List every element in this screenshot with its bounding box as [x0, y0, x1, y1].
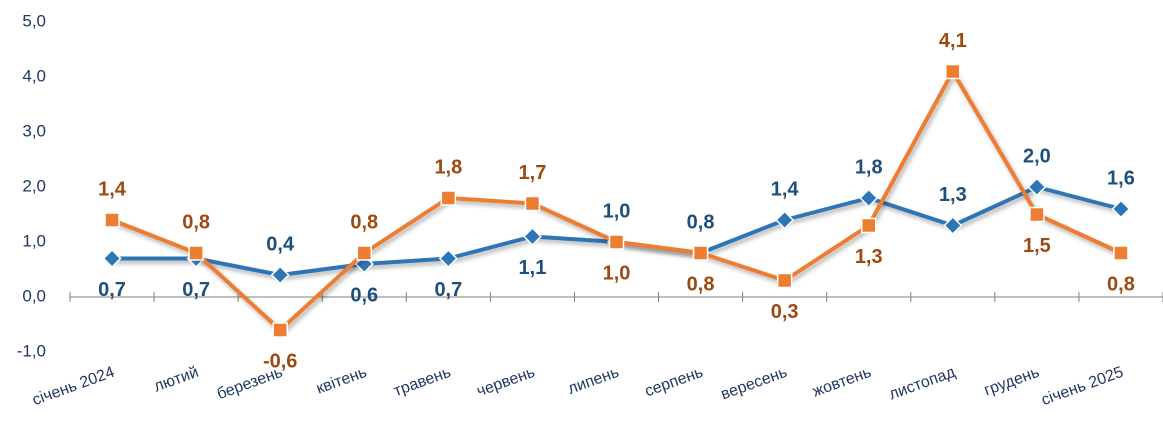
- x-tick-label: жовтень: [810, 364, 873, 401]
- data-label: 0,6: [350, 284, 378, 306]
- data-label: 1,5: [1023, 235, 1051, 257]
- data-label: 1,3: [939, 184, 967, 206]
- data-label: 0,8: [1107, 273, 1135, 295]
- data-label: 0,8: [350, 211, 378, 233]
- marker: [692, 245, 709, 261]
- marker: [859, 188, 879, 208]
- y-tick-label: 2,0: [22, 176, 46, 195]
- data-label: 0,8: [687, 211, 715, 233]
- data-label: 1,0: [603, 200, 631, 222]
- data-label: 1,4: [98, 178, 127, 200]
- marker: [270, 265, 290, 285]
- data-label: 1,3: [855, 246, 883, 268]
- marker: [104, 212, 120, 228]
- data-label: 0,4: [266, 233, 295, 255]
- data-label: 0,7: [182, 279, 210, 301]
- marker: [608, 234, 625, 250]
- data-label: 1,6: [1107, 167, 1135, 189]
- data-label: 1,4: [771, 178, 800, 200]
- y-tick-label: 3,0: [22, 121, 46, 140]
- x-tick-label: серпень: [643, 364, 706, 401]
- x-tick-label: липень: [566, 364, 622, 398]
- data-label: -0,6: [263, 350, 297, 372]
- marker: [1029, 206, 1045, 223]
- marker: [945, 63, 961, 80]
- x-tick-label: січень 2025: [1039, 364, 1126, 409]
- marker: [943, 215, 963, 236]
- x-tick-label: червень: [475, 364, 538, 401]
- data-label: 0,8: [182, 211, 210, 233]
- data-label: 4,1: [939, 30, 967, 52]
- marker: [438, 248, 458, 269]
- marker: [1027, 177, 1047, 197]
- data-label: 0,7: [434, 279, 462, 301]
- data-label: 1,1: [519, 257, 547, 279]
- marker: [1111, 199, 1131, 219]
- y-tick-label: 0,0: [22, 286, 46, 305]
- marker: [775, 210, 795, 230]
- x-tick-label: травень: [391, 364, 453, 400]
- marker: [440, 190, 457, 206]
- y-tick-label: 4,0: [22, 66, 46, 85]
- marker: [524, 195, 541, 212]
- data-label: 2,0: [1023, 145, 1051, 167]
- data-label: 1,0: [603, 262, 631, 284]
- marker: [188, 245, 204, 261]
- marker: [860, 217, 877, 234]
- x-tick-label: грудень: [982, 364, 1042, 400]
- data-label: 1,8: [434, 156, 462, 178]
- x-tick-label: квітень: [314, 364, 369, 398]
- marker: [102, 248, 122, 269]
- marker: [1113, 245, 1129, 261]
- x-tick-label: листопад: [887, 364, 958, 404]
- data-label: 1,7: [519, 162, 547, 184]
- data-label: 0,8: [687, 273, 715, 295]
- marker: [272, 322, 288, 338]
- y-tick-label: -1,0: [17, 341, 46, 360]
- data-label: 0,3: [771, 301, 799, 323]
- marker: [356, 245, 373, 261]
- y-tick-label: 1,0: [22, 231, 46, 250]
- marker: [776, 272, 793, 289]
- data-label: 0,7: [98, 279, 126, 301]
- x-tick-label: січень 2024: [30, 364, 117, 409]
- data-label: 1,8: [855, 156, 883, 178]
- x-tick-label: вересень: [719, 364, 790, 404]
- marker: [522, 226, 542, 247]
- x-tick-label: лютий: [152, 364, 201, 396]
- y-tick-label: 5,0: [22, 11, 46, 30]
